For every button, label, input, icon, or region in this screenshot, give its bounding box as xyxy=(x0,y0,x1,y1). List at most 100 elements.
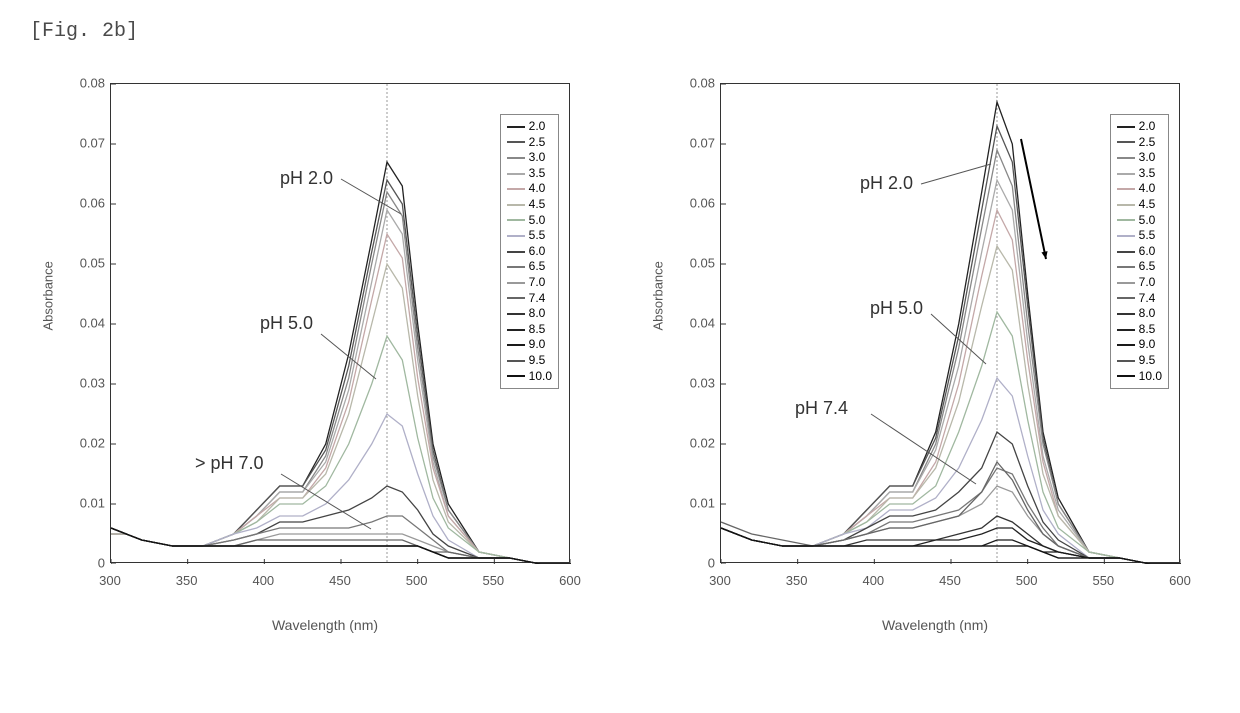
legend-item: 4.5 xyxy=(507,197,552,213)
y-tick-label: 0.06 xyxy=(685,196,715,211)
legend-swatch xyxy=(1117,235,1135,237)
legend-swatch xyxy=(507,329,525,331)
legend-swatch xyxy=(507,297,525,299)
x-tick-label: 500 xyxy=(406,573,428,588)
chart-1.5hr: Absorbance 1.5 hr 2.02.53.03.54.04.55.05… xyxy=(650,63,1220,643)
legend-swatch xyxy=(1117,251,1135,253)
y-tick-label: 0.05 xyxy=(685,256,715,271)
legend-item: 3.5 xyxy=(507,166,552,182)
legend-label: 8.0 xyxy=(529,306,546,322)
y-tick-label: 0.07 xyxy=(75,136,105,151)
y-axis-label: Absorbance xyxy=(651,261,666,330)
annotation-label: pH 5.0 xyxy=(870,298,923,319)
legend-item: 5.0 xyxy=(507,213,552,229)
x-tick-label: 450 xyxy=(939,573,961,588)
legend-item: 4.5 xyxy=(1117,197,1162,213)
x-tick-label: 550 xyxy=(482,573,504,588)
legend-item: 8.5 xyxy=(1117,322,1162,338)
legend-label: 7.4 xyxy=(529,291,546,307)
legend-item: 6.5 xyxy=(1117,259,1162,275)
legend-swatch xyxy=(1117,266,1135,268)
legend-item: 5.5 xyxy=(1117,228,1162,244)
legend-item: 9.5 xyxy=(507,353,552,369)
legend-swatch xyxy=(1117,360,1135,362)
legend-label: 3.0 xyxy=(1139,150,1156,166)
x-tick-label: 500 xyxy=(1016,573,1038,588)
charts-container: Absorbance 0 hr 2.02.53.03.54.04.55.05.5… xyxy=(20,63,1220,643)
x-tick-label: 300 xyxy=(709,573,731,588)
x-axis-label: Wavelength (nm) xyxy=(272,617,378,633)
annotation-label: pH 2.0 xyxy=(280,168,333,189)
legend-swatch xyxy=(507,235,525,237)
legend-label: 8.5 xyxy=(529,322,546,338)
legend-label: 2.5 xyxy=(1139,135,1156,151)
legend-label: 8.0 xyxy=(1139,306,1156,322)
legend-item: 9.5 xyxy=(1117,353,1162,369)
legend-item: 8.5 xyxy=(507,322,552,338)
legend-label: 10.0 xyxy=(529,369,552,385)
legend-swatch xyxy=(507,126,525,128)
legend-label: 4.5 xyxy=(1139,197,1156,213)
legend-label: 5.0 xyxy=(1139,213,1156,229)
legend-item: 5.5 xyxy=(507,228,552,244)
legend-swatch xyxy=(507,219,525,221)
x-tick-label: 400 xyxy=(862,573,884,588)
legend-label: 8.5 xyxy=(1139,322,1156,338)
y-tick-label: 0.05 xyxy=(75,256,105,271)
y-tick-label: 0.02 xyxy=(75,436,105,451)
plot-area-1.5hr: 2.02.53.03.54.04.55.05.56.06.57.07.48.08… xyxy=(720,83,1180,563)
legend-swatch xyxy=(1117,141,1135,143)
legend-swatch xyxy=(1117,219,1135,221)
legend-label: 2.0 xyxy=(1139,119,1156,135)
legend-swatch xyxy=(507,282,525,284)
legend-label: 9.0 xyxy=(1139,337,1156,353)
legend-label: 5.0 xyxy=(529,213,546,229)
x-tick-label: 400 xyxy=(252,573,274,588)
y-tick-label: 0.03 xyxy=(75,376,105,391)
legend-label: 9.5 xyxy=(1139,353,1156,369)
legend-label: 7.0 xyxy=(529,275,546,291)
legend-item: 10.0 xyxy=(507,369,552,385)
legend-item: 7.4 xyxy=(1117,291,1162,307)
legend-item: 4.0 xyxy=(507,181,552,197)
legend-label: 7.0 xyxy=(1139,275,1156,291)
legend-swatch xyxy=(1117,375,1135,377)
legend-item: 2.5 xyxy=(1117,135,1162,151)
legend-swatch xyxy=(507,204,525,206)
legend-swatch xyxy=(507,375,525,377)
x-tick-label: 600 xyxy=(1169,573,1191,588)
legend-item: 5.0 xyxy=(1117,213,1162,229)
legend-label: 4.0 xyxy=(1139,181,1156,197)
legend-item: 6.0 xyxy=(1117,244,1162,260)
legend: 2.02.53.03.54.04.55.05.56.06.57.07.48.08… xyxy=(1110,114,1169,389)
legend-item: 6.5 xyxy=(507,259,552,275)
x-tick-label: 450 xyxy=(329,573,351,588)
legend-swatch xyxy=(1117,344,1135,346)
legend-swatch xyxy=(1117,329,1135,331)
legend-label: 5.5 xyxy=(1139,228,1156,244)
legend-item: 10.0 xyxy=(1117,369,1162,385)
legend-item: 9.0 xyxy=(1117,337,1162,353)
y-tick-label: 0.06 xyxy=(75,196,105,211)
legend-item: 6.0 xyxy=(507,244,552,260)
x-tick-label: 350 xyxy=(176,573,198,588)
legend-swatch xyxy=(507,313,525,315)
y-tick-label: 0.07 xyxy=(685,136,715,151)
legend-swatch xyxy=(507,266,525,268)
y-tick-label: 0.08 xyxy=(685,76,715,91)
x-tick-label: 300 xyxy=(99,573,121,588)
legend-item: 3.5 xyxy=(1117,166,1162,182)
legend-item: 7.0 xyxy=(507,275,552,291)
legend-item: 2.0 xyxy=(507,119,552,135)
legend-swatch xyxy=(1117,188,1135,190)
plot-area-0hr: 2.02.53.03.54.04.55.05.56.06.57.07.48.08… xyxy=(110,83,570,563)
legend-swatch xyxy=(1117,157,1135,159)
annotation-label: > pH 7.0 xyxy=(195,453,264,474)
chart-0hr: Absorbance 0 hr 2.02.53.03.54.04.55.05.5… xyxy=(40,63,610,643)
y-tick-label: 0.04 xyxy=(685,316,715,331)
legend-label: 4.5 xyxy=(529,197,546,213)
legend-label: 10.0 xyxy=(1139,369,1162,385)
legend-label: 5.5 xyxy=(529,228,546,244)
legend-swatch xyxy=(507,251,525,253)
x-tick-label: 550 xyxy=(1092,573,1114,588)
